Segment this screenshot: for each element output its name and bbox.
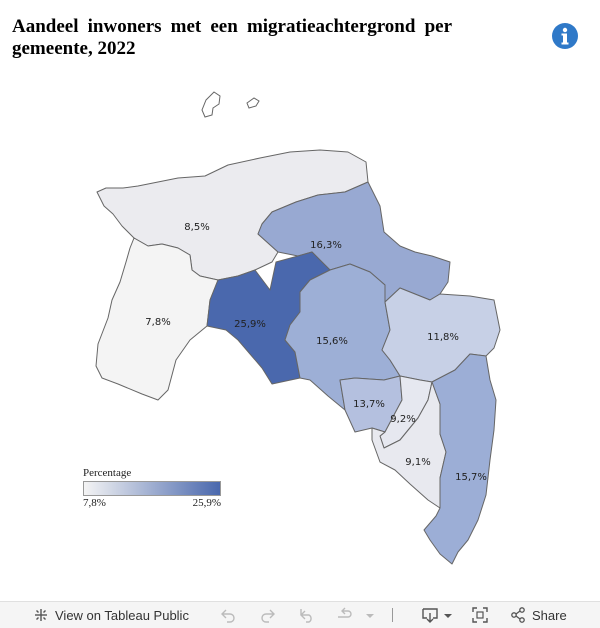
view-on-tableau-button[interactable]: View on Tableau Public — [33, 602, 189, 628]
region-west[interactable] — [95, 237, 219, 401]
share-label: Share — [532, 607, 567, 623]
island-1 — [201, 91, 221, 118]
region-southeast[interactable] — [423, 353, 497, 565]
legend-gradient-bar — [83, 481, 221, 496]
label-city: 25,9% — [234, 319, 266, 330]
legend-min-label: 7,8% — [83, 497, 106, 509]
label-south-small: 9,2% — [390, 414, 415, 425]
label-north: 8,5% — [184, 222, 209, 233]
tableau-toolbar: View on Tableau Public Share — [0, 601, 600, 628]
download-icon — [422, 608, 452, 623]
fullscreen-button[interactable] — [472, 602, 488, 628]
revert-icon — [300, 609, 312, 623]
undo-icon — [221, 609, 235, 623]
label-south-west: 9,1% — [405, 457, 430, 468]
info-icon[interactable] — [551, 22, 579, 50]
revert-button[interactable] — [298, 602, 316, 628]
legend-max-label: 25,9% — [192, 497, 221, 509]
share-icon — [511, 607, 525, 623]
legend-title: Percentage — [83, 467, 132, 479]
fullscreen-icon — [472, 607, 488, 623]
share-button[interactable]: Share — [510, 602, 567, 628]
redo-button[interactable] — [260, 602, 276, 628]
label-southeast: 15,7% — [455, 472, 487, 483]
refresh-button[interactable] — [336, 602, 376, 628]
color-legend: Percentage 7,8% 25,9% — [83, 467, 228, 509]
label-center: 15,6% — [316, 336, 348, 347]
view-on-tableau-label: View on Tableau Public — [55, 607, 189, 623]
label-west: 7,8% — [145, 317, 170, 328]
redo-icon — [261, 609, 275, 623]
refresh-icon — [338, 607, 374, 618]
island-2 — [246, 97, 260, 109]
choropleth-map: 8,5% 16,3% 7,8% 25,9% 15,6% 11,8% 13,7% … — [95, 91, 501, 565]
toolbar-divider — [392, 602, 393, 628]
download-button[interactable] — [421, 602, 455, 628]
map-title: Aandeel inwoners met een migratieachterg… — [12, 16, 452, 59]
tableau-logo-icon — [35, 609, 47, 621]
label-east: 11,8% — [427, 332, 459, 343]
undo-button[interactable] — [220, 602, 236, 628]
label-south-center: 13,7% — [353, 399, 385, 410]
label-northeast: 16,3% — [310, 240, 342, 251]
